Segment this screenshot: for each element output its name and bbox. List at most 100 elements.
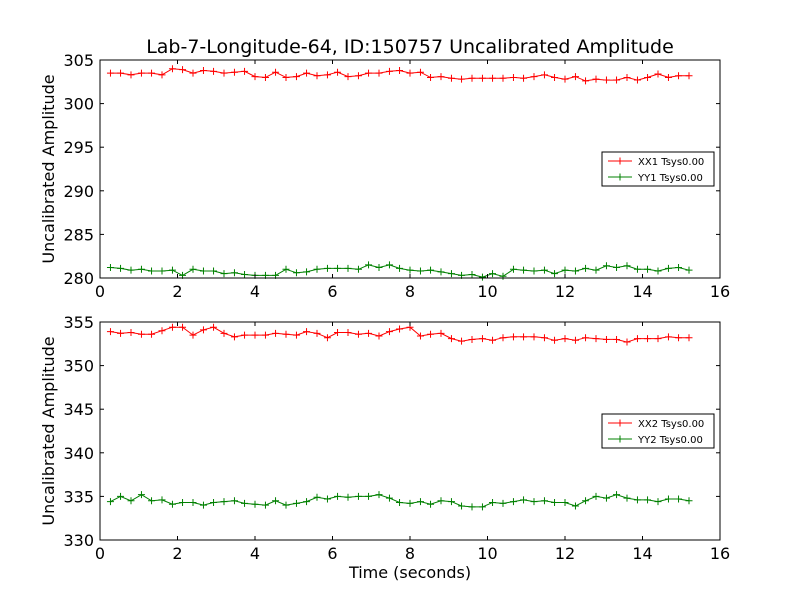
x-tick-label: 6 [327, 544, 337, 563]
data-point [261, 73, 269, 81]
data-point [530, 267, 538, 275]
data-point [582, 497, 590, 505]
data-point [509, 333, 517, 341]
data-point [334, 68, 342, 76]
data-point [623, 262, 631, 270]
data-point [210, 267, 218, 275]
data-point [375, 264, 383, 272]
data-point [664, 333, 672, 341]
data-point [117, 492, 125, 500]
data-point [416, 68, 424, 76]
legend-marker [616, 435, 624, 443]
data-point [106, 264, 114, 272]
data-point [592, 266, 600, 274]
data-point [633, 335, 641, 343]
data-point [261, 331, 269, 339]
data-point [137, 69, 145, 77]
data-point [354, 330, 362, 338]
data-point [117, 264, 125, 272]
data-point [406, 266, 414, 274]
data-point [168, 266, 176, 274]
data-point [654, 498, 662, 506]
data-point [571, 73, 579, 81]
data-point [189, 69, 197, 77]
data-point [241, 499, 249, 507]
data-point [561, 499, 569, 507]
y-tick-label: 350 [63, 357, 94, 376]
data-point [540, 266, 548, 274]
data-point [210, 67, 218, 75]
x-tick-label: 2 [172, 544, 182, 563]
data-point [127, 497, 135, 505]
data-point [220, 69, 228, 77]
data-point [468, 503, 476, 511]
series-yy-2 [106, 491, 693, 511]
x-tick-label: 6 [327, 282, 337, 301]
data-point [334, 264, 342, 272]
data-point [468, 74, 476, 82]
plot-top: 0 2 4 6 8 10 12 14 16 280 285 290 295 300 305 Uncalibra… [39, 51, 730, 301]
data-point [292, 269, 300, 277]
data-point [241, 331, 249, 339]
data-point [189, 499, 197, 507]
data-point [685, 266, 693, 274]
y-tick-label: 355 [63, 313, 94, 332]
data-point [633, 76, 641, 84]
data-point [406, 499, 414, 507]
data-point [137, 330, 145, 338]
data-point [520, 74, 528, 82]
data-point [230, 497, 238, 505]
data-point [375, 332, 383, 340]
legend-label: YY1 Tsys0.00 [637, 173, 703, 184]
data-point [675, 495, 683, 503]
data-point [602, 262, 610, 270]
x-tick-label: 8 [405, 282, 415, 301]
series-xx-1 [106, 65, 693, 85]
data-point [148, 497, 156, 505]
data-point [251, 500, 259, 508]
data-point [427, 73, 435, 81]
data-point [230, 333, 238, 341]
data-point [675, 334, 683, 342]
x-tick-label: 12 [555, 544, 575, 563]
data-point [375, 69, 383, 77]
data-point [447, 74, 455, 82]
data-point [592, 492, 600, 500]
data-point [654, 335, 662, 343]
data-point [323, 264, 331, 272]
data-point [282, 330, 290, 338]
data-point [282, 501, 290, 509]
data-point [447, 498, 455, 506]
y-axis-label: Uncalibrated Amplitude [39, 336, 58, 525]
y-tick-label: 300 [63, 95, 94, 114]
data-point [385, 261, 393, 269]
data-point [447, 335, 455, 343]
data-point [127, 328, 135, 336]
data-point [644, 335, 652, 343]
data-point [530, 498, 538, 506]
data-point [427, 330, 435, 338]
data-point [396, 264, 404, 272]
data-point [623, 73, 631, 81]
x-axis-label: Time (seconds) [348, 563, 471, 582]
legend-label: XX2 Tsys0.00 [638, 419, 704, 430]
data-point [551, 336, 559, 344]
data-point [685, 72, 693, 80]
data-point [499, 499, 507, 507]
data-point [685, 334, 693, 342]
x-tick-label: 14 [632, 544, 652, 563]
data-point [540, 334, 548, 342]
data-point [179, 499, 187, 507]
data-point [396, 325, 404, 333]
data-point [148, 330, 156, 338]
data-point [179, 66, 187, 74]
data-point [158, 267, 166, 275]
x-tick-label: 0 [95, 282, 105, 301]
data-point [406, 69, 414, 77]
data-point [396, 499, 404, 507]
series-xx-2 [106, 323, 693, 346]
data-point [489, 270, 497, 278]
data-point [561, 75, 569, 83]
y-tick-label: 290 [63, 182, 94, 201]
data-point [220, 329, 228, 337]
